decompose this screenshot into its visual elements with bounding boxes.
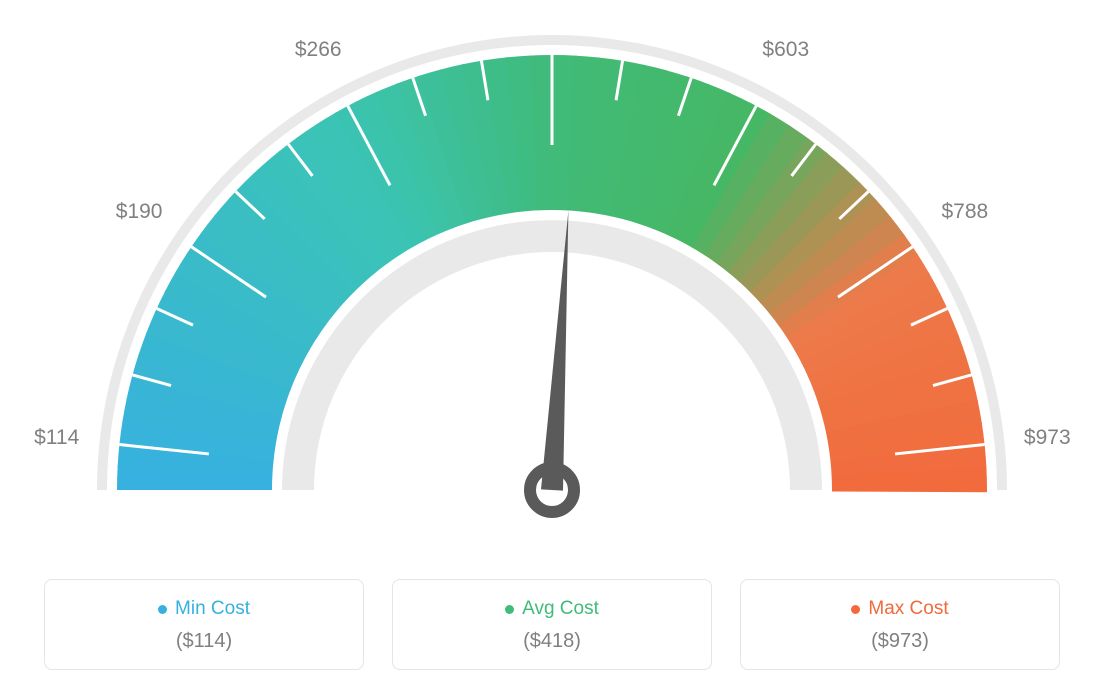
gauge-chart: $114 $190 $266 $418 $603 $788 $973 bbox=[0, 0, 1104, 560]
legend-card-avg: Avg Cost ($418) bbox=[392, 579, 712, 670]
legend-label: Avg Cost bbox=[522, 598, 599, 620]
gauge-tick-label: $973 bbox=[1024, 426, 1071, 450]
legend-title-min: Min Cost bbox=[158, 598, 250, 620]
legend-card-max: Max Cost ($973) bbox=[740, 579, 1060, 670]
legend-label: Min Cost bbox=[175, 598, 250, 620]
gauge-tick-label: $788 bbox=[942, 200, 989, 224]
legend-card-min: Min Cost ($114) bbox=[44, 579, 364, 670]
gauge-tick-label: $603 bbox=[762, 38, 809, 62]
dot-icon bbox=[505, 605, 514, 614]
dot-icon bbox=[851, 605, 860, 614]
legend-title-avg: Avg Cost bbox=[505, 598, 599, 620]
legend-value: ($973) bbox=[751, 630, 1049, 653]
legend-value: ($418) bbox=[403, 630, 701, 653]
gauge-tick-label: $114 bbox=[34, 426, 79, 450]
gauge-tick-label: $266 bbox=[295, 38, 342, 62]
legend-title-max: Max Cost bbox=[851, 598, 948, 620]
gauge-tick-label: $190 bbox=[116, 200, 163, 224]
dot-icon bbox=[158, 605, 167, 614]
legend-label: Max Cost bbox=[868, 598, 948, 620]
legend-value: ($114) bbox=[55, 630, 353, 653]
gauge-svg bbox=[0, 0, 1104, 560]
gauge-tick-label: $418 bbox=[529, 0, 576, 4]
legend-row: Min Cost ($114) Avg Cost ($418) Max Cost… bbox=[0, 579, 1104, 670]
